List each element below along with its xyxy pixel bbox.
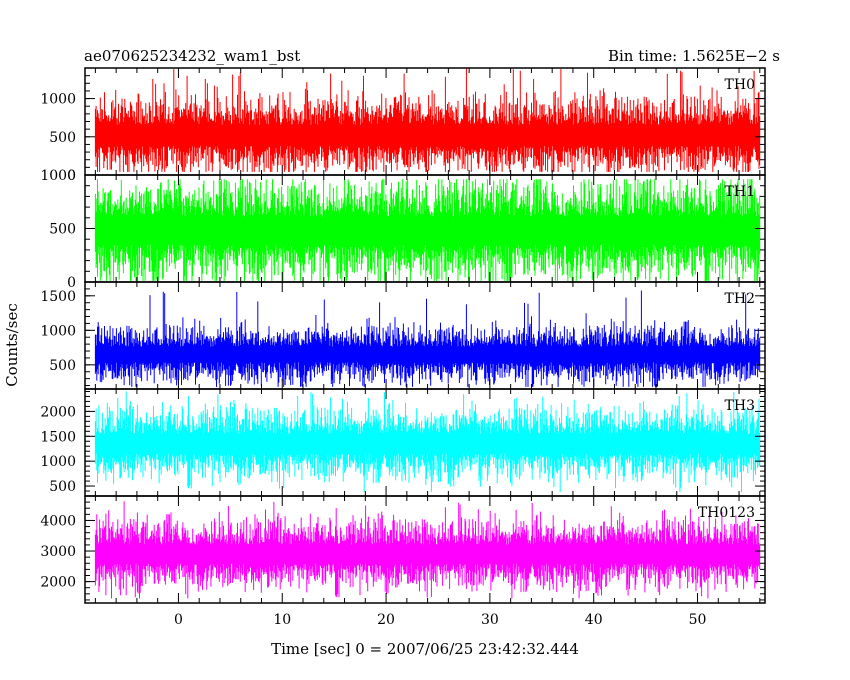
x-axis-label: Time [sec] 0 = 2007/06/25 23:42:32.444: [271, 640, 579, 658]
series-th0123: [94, 501, 761, 599]
panel-th1: 0 500 1000 TH1: [40, 168, 766, 291]
series-th1: [94, 179, 761, 281]
panel-frame: [84, 495, 766, 604]
y-tick-label: 1000: [40, 323, 76, 339]
y-tick-label: 0: [67, 168, 76, 184]
y-tick-label: 1500: [40, 289, 76, 305]
x-tick-label: 30: [481, 612, 499, 628]
y-tick-label: 500: [49, 479, 76, 495]
y-tick-label: 1000: [40, 454, 76, 470]
y-tick-label: 2000: [40, 575, 76, 591]
panel-th2: 500 1000 1500 TH2: [40, 281, 766, 390]
y-tick-label: 500: [49, 130, 76, 146]
x-tick-label: 40: [585, 612, 603, 628]
bin-time-label: Bin time: 1.5625E−2 s: [608, 47, 780, 65]
y-tick-label: 1500: [40, 429, 76, 445]
panel-label-th0123: TH0123: [698, 505, 755, 521]
y-tick-label: 1000: [40, 92, 76, 108]
y-tick-label: 1000: [40, 168, 76, 184]
y-tick-label: 500: [49, 222, 76, 238]
panel-th3: 500 1000 1500 2000 TH3: [40, 388, 766, 497]
panel-th0: 0 500 1000 TH0: [40, 67, 766, 184]
x-tick-label: 50: [689, 612, 707, 628]
series-th2: [94, 290, 761, 387]
y-tick-label: 0: [67, 275, 76, 291]
x-tick-label: 20: [377, 612, 395, 628]
y-tick-label: 3000: [40, 544, 76, 560]
y-tick-label: 4000: [40, 513, 76, 529]
chart-title: ae070625234232_wam1_bst: [84, 47, 300, 65]
x-tick-label: 0: [174, 612, 183, 628]
series-th0: [94, 68, 761, 172]
y-axis-label: Counts/sec: [3, 303, 21, 387]
x-tick-label: 10: [273, 612, 291, 628]
series-th3: [94, 391, 761, 492]
panel-label-th3: TH3: [725, 398, 755, 414]
panel-label-th1: TH1: [725, 184, 755, 200]
panel-label-th0: TH0: [725, 77, 755, 93]
y-tick-label: 500: [49, 358, 76, 374]
panel-label-th2: TH2: [725, 291, 755, 307]
y-tick-label: 2000: [40, 404, 76, 420]
panel-th0123: 2000 3000 4000 TH0123: [40, 495, 766, 604]
